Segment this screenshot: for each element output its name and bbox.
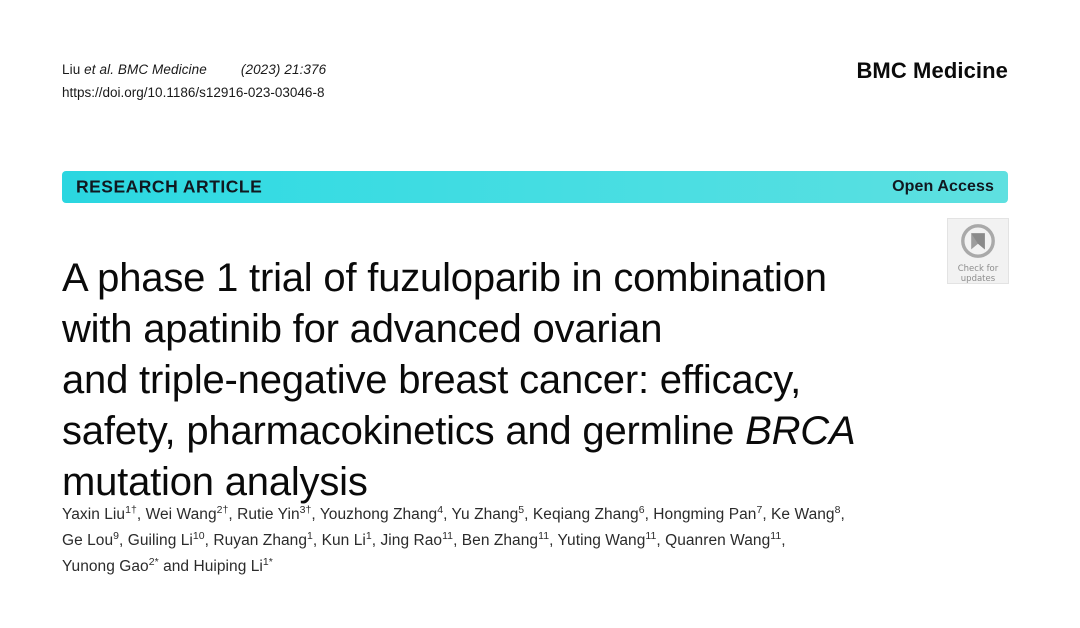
author-name[interactable]: Yuting Wang11 [557, 529, 657, 549]
author-affiliation-marker: 5 [518, 503, 525, 516]
author-name[interactable]: Ke Wang8 [771, 503, 841, 523]
journal-title: BMC Medicine [856, 58, 1008, 83]
author-name[interactable]: Wei Wang2† [145, 503, 229, 523]
author-name[interactable]: Hongming Pan7 [653, 503, 763, 523]
gene-name-brca: BRCA [745, 408, 856, 453]
article-type-label: RESEARCH ARTICLE [76, 176, 263, 197]
title-line-4: safety, pharmacokinetics and germline BR… [62, 406, 962, 457]
title-line-2: with apatinib for advanced ovarian [62, 306, 663, 351]
author-name[interactable]: Quanren Wang11 [665, 529, 782, 549]
author-affiliation-marker: 3† [299, 503, 312, 516]
author-affiliation-marker: 6 [638, 503, 645, 516]
access-band: RESEARCH ARTICLE Open Access [62, 171, 1008, 203]
author-affiliation-marker: 11 [770, 529, 782, 542]
author-affiliation-marker: 4 [437, 503, 444, 516]
author-affiliation-marker: 2† [216, 503, 229, 516]
author-name[interactable]: Ben Zhang11 [461, 529, 550, 549]
author-name[interactable]: Yunong Gao2* [62, 555, 159, 575]
author-name[interactable]: Rutie Yin3† [237, 503, 312, 523]
author-affiliation-marker: 7 [756, 503, 763, 516]
author-affiliation-marker: 9 [113, 529, 120, 542]
title-line-4-text: safety, pharmacokinetics and germline [62, 408, 746, 453]
title-line-5: mutation analysis [62, 459, 368, 504]
running-head: Liu et al. BMC Medicine (2023) 21:376 htt… [62, 60, 326, 102]
author-line-1: Yaxin Liu1†, Wei Wang2†, Rutie Yin3†, Yo… [62, 503, 845, 523]
doi-link[interactable]: https://doi.org/10.1186/s12916-023-03046… [62, 84, 325, 100]
author-affiliation-marker: 10 [192, 529, 205, 542]
author-name[interactable]: Huiping Li1* [193, 555, 273, 575]
author-affiliation-marker: 1 [307, 529, 313, 542]
author-affiliation-marker: 8 [834, 503, 841, 516]
author-line-2: Ge Lou9, Guiling Li10, Ruyan Zhang1, Kun… [62, 529, 786, 549]
author-name[interactable]: Yu Zhang5 [451, 503, 525, 523]
author-name[interactable]: Youzhong Zhang4 [319, 503, 444, 523]
crossmark-icon [961, 224, 995, 263]
author-affiliation-marker: 2* [148, 555, 159, 568]
title-line-3: and triple-negative breast cancer: effic… [62, 357, 802, 402]
author-name[interactable]: Keqiang Zhang6 [532, 503, 645, 523]
author-affiliation-marker: 11 [538, 529, 550, 542]
citation-volume: (2023) 21:376 [240, 62, 327, 77]
author-name[interactable]: Ruyan Zhang1 [213, 529, 313, 549]
crossmark-label-line2: updates [960, 273, 996, 284]
author-name[interactable]: Ge Lou9 [62, 529, 120, 549]
page-title: A phase 1 trial of fuzuloparib in combin… [62, 253, 962, 508]
author-affiliation-marker: 11 [442, 529, 454, 542]
crossmark-label: Check for updates [957, 264, 999, 284]
author-affiliation-marker: 1† [125, 503, 137, 516]
author-list: Yaxin Liu1†, Wei Wang2†, Rutie Yin3†, Yo… [62, 502, 1022, 580]
citation-journal: et al. BMC Medicine [84, 62, 207, 77]
citation-authors: Liu [62, 62, 85, 77]
crossmark-label-line1: Check for [957, 264, 999, 274]
author-name[interactable]: Kun Li1 [321, 529, 372, 549]
author-name[interactable]: Jing Rao11 [380, 529, 454, 549]
open-access-label[interactable]: Open Access [892, 178, 994, 195]
author-line-3: Yunong Gao2* and Huiping Li1* [62, 555, 273, 575]
title-line-1: A phase 1 trial of fuzuloparib in combin… [62, 255, 827, 300]
author-name[interactable]: Yaxin Liu1† [62, 503, 137, 523]
citation-line: Liu et al. BMC Medicine (2023) 21:376 [62, 60, 326, 80]
crossmark-badge[interactable]: Check for updates [947, 218, 1009, 284]
author-name[interactable]: Guiling Li10 [127, 529, 205, 549]
author-affiliation-marker: 1 [365, 529, 372, 542]
author-affiliation-marker: 1* [262, 555, 273, 568]
author-affiliation-marker: 11 [645, 529, 657, 542]
